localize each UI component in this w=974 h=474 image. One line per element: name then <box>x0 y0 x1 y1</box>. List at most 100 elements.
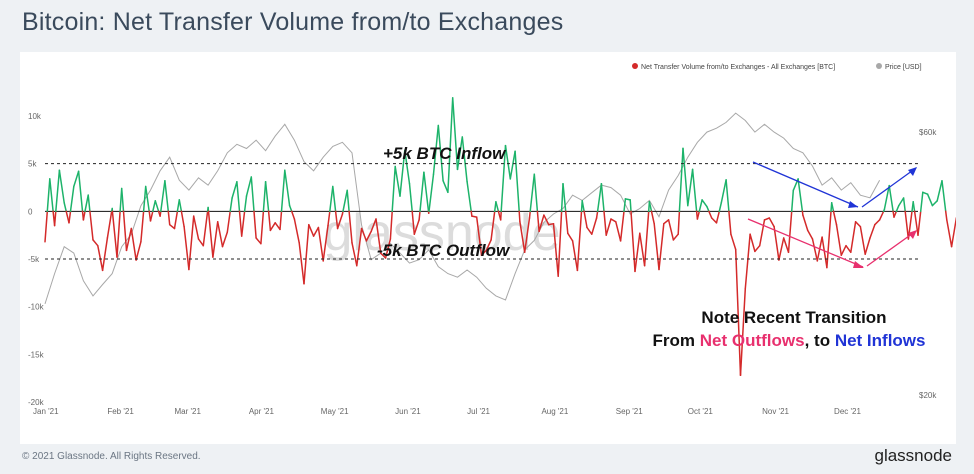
net-transfer-segment <box>547 222 555 226</box>
net-transfer-segment <box>528 210 531 219</box>
net-transfer-segment <box>125 227 133 252</box>
net-transfer-segment <box>895 204 900 213</box>
net-transfer-segment <box>399 149 406 197</box>
net-transfer-segment <box>243 195 248 213</box>
net-transfer-segment <box>413 219 420 235</box>
y-axis: 10k 5k 0 -5k -10k -15k -20k $60k $20k <box>28 112 937 407</box>
net-transfer-series <box>44 97 974 377</box>
net-transfer-segment <box>240 210 246 237</box>
net-transfer-segment <box>610 218 617 223</box>
net-transfer-segment <box>931 200 938 207</box>
net-transfer-segment <box>192 215 200 240</box>
net-transfer-segment <box>53 210 57 227</box>
net-transfer-segment <box>715 210 721 224</box>
net-transfer-segment <box>706 205 710 213</box>
chart-legend: Net Transfer Volume from/to Exchanges - … <box>632 63 922 71</box>
net-transfer-segment <box>250 176 255 213</box>
annotation-line1: Note Recent Transition <box>701 308 886 327</box>
net-transfer-segment <box>763 217 771 221</box>
net-transfer-segment <box>509 150 516 180</box>
net-transfer-segment <box>130 227 137 261</box>
net-transfer-segment <box>456 136 464 171</box>
legend-net-transfer: Net Transfer Volume from/to Exchanges - … <box>641 64 835 71</box>
net-transfer-segment <box>739 287 747 377</box>
net-transfer-segment <box>389 210 393 240</box>
net-transfer-segment <box>245 176 253 197</box>
net-transfer-segment <box>643 210 650 267</box>
y-tick-label: -5k <box>28 255 40 264</box>
net-transfer-segment <box>913 210 919 236</box>
net-transfer-segment <box>183 225 190 271</box>
net-transfer-segment <box>718 202 723 213</box>
net-transfer-segment <box>226 210 231 234</box>
net-transfer-segment <box>111 210 118 258</box>
net-transfer-segment <box>826 210 832 269</box>
net-transfer-segment <box>557 210 563 277</box>
net-transfer-segment <box>596 182 603 213</box>
net-transfer-segment <box>279 210 283 231</box>
net-transfer-segment <box>428 173 435 213</box>
net-transfer-segment <box>238 210 243 237</box>
y-right-tick-label: $20k <box>919 391 937 400</box>
net-transfer-segment <box>120 187 125 213</box>
annotation-mid: , to <box>805 331 835 350</box>
reference-lines <box>45 163 918 260</box>
net-transfer-segment <box>404 149 411 185</box>
net-transfer-segment <box>202 210 209 247</box>
net-transfer-segment <box>658 222 665 271</box>
net-transfer-segment <box>437 124 444 182</box>
net-transfer-segment <box>854 221 862 228</box>
net-transfer-segment <box>255 237 262 245</box>
net-transfer-segment <box>44 210 49 243</box>
net-transfer-segment <box>888 184 894 213</box>
net-transfer-segment <box>101 237 109 272</box>
net-transfer-segment <box>543 214 550 226</box>
net-transfer-segment <box>411 210 416 235</box>
net-transfer-segment <box>529 173 536 213</box>
net-transfer-segment <box>623 198 627 213</box>
net-transfer-segment <box>878 210 885 221</box>
net-transfer-segment <box>262 181 267 213</box>
x-tick-label: Oct '21 <box>688 407 714 416</box>
inflow-label: +5k BTC Inflow <box>383 144 507 163</box>
net-transfer-segment <box>236 181 241 213</box>
net-transfer-segment <box>619 210 625 242</box>
net-transfer-segment <box>188 215 195 271</box>
net-transfer-segment <box>634 232 641 273</box>
net-transfer-segment <box>797 178 804 213</box>
net-transfer-segment <box>691 168 698 213</box>
net-transfer-segment <box>845 244 852 254</box>
net-transfer-segment <box>802 214 809 232</box>
net-transfer-segment <box>734 248 742 377</box>
net-transfer-segment <box>197 238 205 247</box>
net-transfer-segment <box>840 244 847 256</box>
net-transfer-segment <box>835 223 843 256</box>
net-transfer-segment <box>653 222 660 271</box>
x-tick-label: Aug '21 <box>541 407 568 416</box>
net-transfer-segment <box>629 199 632 213</box>
net-transfer-segment <box>564 210 569 235</box>
chart-svg: Net Transfer Volume from/to Exchanges - … <box>28 63 974 416</box>
net-transfer-segment <box>212 221 219 258</box>
net-transfer-segment <box>902 197 906 213</box>
net-transfer-segment <box>615 221 622 242</box>
net-transfer-segment <box>912 201 916 213</box>
net-transfer-segment <box>466 181 472 213</box>
outflow-label: -5k BTC Outflow <box>377 241 511 260</box>
net-transfer-segment <box>883 184 890 211</box>
net-transfer-segment <box>284 169 291 207</box>
net-transfer-segment <box>152 200 157 213</box>
net-transfer-segment <box>518 210 521 223</box>
net-transfer-segment <box>288 204 293 213</box>
net-transfer-segment <box>811 238 819 262</box>
net-transfer-segment <box>332 185 337 213</box>
net-transfer-segment <box>375 218 382 255</box>
net-transfer-segment <box>280 169 286 213</box>
net-transfer-segment <box>312 226 320 237</box>
net-transfer-segment <box>648 201 653 213</box>
net-transfer-segment <box>859 225 866 255</box>
net-transfer-segment <box>327 210 331 227</box>
net-transfer-segment <box>581 200 585 213</box>
net-transfer-segment <box>290 210 296 220</box>
net-transfer-segment <box>562 182 567 213</box>
